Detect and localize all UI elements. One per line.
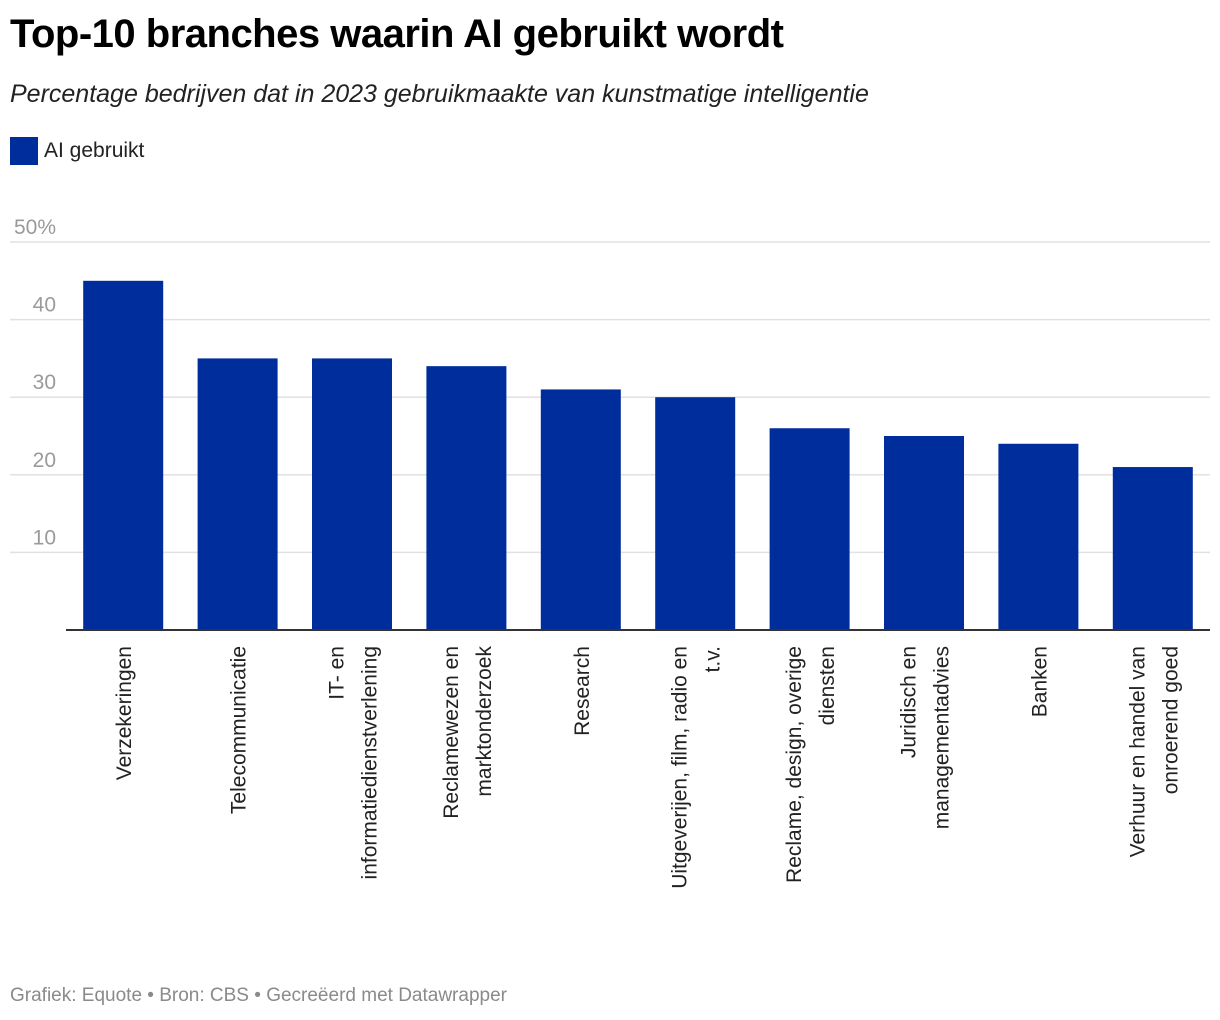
- bar: [1112, 467, 1193, 630]
- y-tick-label: 50%: [14, 216, 56, 239]
- y-tick-label: 10: [33, 526, 56, 549]
- x-tick-label: managementadvies: [931, 646, 954, 829]
- bar: [197, 358, 278, 630]
- x-tick-label: Verhuur en handel van: [1126, 646, 1149, 857]
- bar: [540, 389, 621, 630]
- bar-chart: 10 20 30 40 50% Verzekeringen Telecommunicatie…: [10, 216, 1210, 889]
- x-tick-label: Reclame, design, overige: [783, 646, 806, 883]
- x-tick-label: Banken: [1028, 646, 1051, 717]
- x-tick-label: Verzekeringen: [113, 646, 136, 780]
- bar: [655, 397, 736, 630]
- y-tick-label: 40: [33, 294, 56, 317]
- chart-subtitle: Percentage bedrijven dat in 2023 gebruik…: [10, 80, 869, 108]
- bar: [884, 436, 964, 630]
- y-tick-label: 30: [33, 371, 56, 394]
- x-tick-label: Reclamewezen en: [440, 646, 463, 819]
- x-tick-label: onroerend goed: [1159, 646, 1182, 794]
- bar: [998, 443, 1079, 630]
- legend-label: AI gebruikt: [44, 139, 145, 162]
- x-tick-label: Telecommunicatie: [228, 646, 251, 814]
- x-tick-label: Uitgeverijen, film, radio en: [669, 646, 692, 889]
- x-tick-label: t.v.: [702, 646, 725, 672]
- x-tick-label: IT- en: [326, 646, 349, 700]
- x-tick-label: Research: [571, 646, 594, 736]
- x-tick-label: diensten: [816, 646, 839, 725]
- x-tick-label: informatiedienstverlening: [359, 646, 382, 879]
- y-tick-label: 20: [33, 449, 56, 472]
- x-tick-label: Juridisch en: [898, 646, 921, 758]
- legend: AI gebruikt: [10, 137, 144, 165]
- bar: [312, 358, 392, 630]
- legend-swatch: [10, 137, 38, 165]
- x-tick-label: marktonderzoek: [473, 646, 496, 797]
- bar: [426, 366, 507, 630]
- chart-footer: Grafiek: Equote • Bron: CBS • Gecreëerd …: [10, 985, 507, 1006]
- bar: [769, 428, 850, 630]
- bar: [83, 280, 164, 630]
- chart-title: Top-10 branches waarin AI gebruikt wordt: [10, 12, 784, 56]
